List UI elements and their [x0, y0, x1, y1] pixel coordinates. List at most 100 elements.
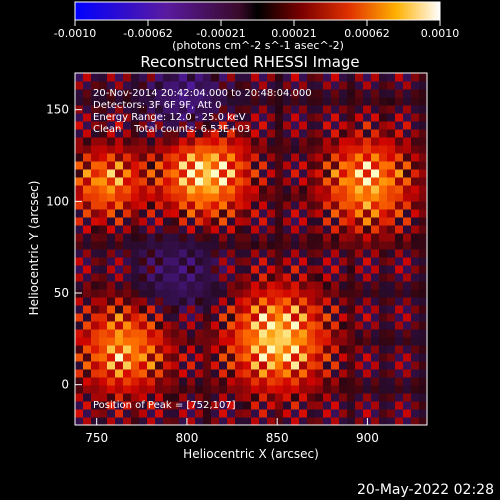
heatmap-cell [387, 241, 396, 250]
heatmap-cell [331, 129, 340, 138]
heatmap-cell [115, 209, 124, 218]
heatmap-cell [235, 89, 244, 98]
heatmap-cell [243, 105, 252, 114]
heatmap-cell [115, 257, 124, 266]
heatmap-cell [339, 337, 348, 346]
heatmap-cell [267, 97, 276, 106]
heatmap-cell [171, 241, 180, 250]
heatmap-cell [227, 105, 236, 114]
heatmap-cell [227, 321, 236, 330]
heatmap-cell [403, 289, 412, 298]
heatmap-cell [363, 89, 372, 98]
heatmap-cell [275, 169, 284, 178]
heatmap-cell [227, 249, 236, 258]
heatmap-cell [187, 129, 196, 138]
heatmap-cell [315, 393, 324, 402]
heatmap-cell [323, 233, 332, 242]
heatmap-cell [403, 217, 412, 226]
heatmap-cell [307, 353, 316, 362]
heatmap-cell [83, 129, 92, 138]
heatmap-cell [91, 305, 100, 314]
heatmap-cell [195, 329, 204, 338]
heatmap-cell [123, 81, 132, 90]
heatmap-cell [315, 273, 324, 282]
heatmap-cell [123, 193, 132, 202]
heatmap-cell [395, 273, 404, 282]
heatmap-cell [75, 377, 84, 386]
heatmap-cell [363, 305, 372, 314]
heatmap-cell [291, 89, 300, 98]
heatmap-cell [195, 105, 204, 114]
heatmap-cell [331, 225, 340, 234]
heatmap-cell [187, 201, 196, 210]
heatmap-cell [363, 257, 372, 266]
heatmap-cell [379, 137, 388, 146]
heatmap-cell [203, 137, 212, 146]
heatmap-cell [91, 393, 100, 402]
heatmap-cell [243, 257, 252, 266]
heatmap-cell [219, 225, 228, 234]
heatmap-cell [411, 129, 420, 138]
heatmap-cell [347, 305, 356, 314]
heatmap-cell [379, 329, 388, 338]
heatmap-cell [307, 113, 316, 122]
heatmap-cell [115, 273, 124, 282]
heatmap-cell [419, 121, 428, 130]
heatmap-cell [243, 297, 252, 306]
heatmap-cell [411, 353, 420, 362]
heatmap-cell [315, 145, 324, 154]
heatmap-cell [75, 217, 84, 226]
heatmap-cell [99, 409, 108, 418]
heatmap-cell [227, 81, 236, 90]
heatmap-cell [387, 377, 396, 386]
heatmap-cell [251, 225, 260, 234]
heatmap-cell [235, 121, 244, 130]
heatmap-cell [395, 353, 404, 362]
heatmap-cell [283, 401, 292, 410]
heatmap-cell [411, 153, 420, 162]
heatmap-cell [227, 185, 236, 194]
heatmap-cell [275, 73, 284, 82]
heatmap-cell [371, 113, 380, 122]
heatmap-cell [123, 137, 132, 146]
heatmap-cell [187, 345, 196, 354]
heatmap-cell [131, 281, 140, 290]
heatmap-cell [371, 129, 380, 138]
heatmap-cell [155, 97, 164, 106]
heatmap-cell [83, 121, 92, 130]
heatmap-cell [235, 113, 244, 122]
heatmap-cell [339, 409, 348, 418]
heatmap-cell [275, 273, 284, 282]
heatmap-cell [91, 225, 100, 234]
heatmap-cell [171, 289, 180, 298]
heatmap-cell [203, 105, 212, 114]
heatmap-cell [107, 417, 116, 426]
heatmap-cell [395, 241, 404, 250]
heatmap-cell [187, 329, 196, 338]
heatmap-cell [155, 265, 164, 274]
heatmap-cell [83, 137, 92, 146]
heatmap-cell [187, 161, 196, 170]
heatmap-cell [99, 209, 108, 218]
heatmap-cell [91, 417, 100, 426]
heatmap-cell [195, 265, 204, 274]
heatmap-cell [347, 73, 356, 82]
heatmap-cell [267, 249, 276, 258]
heatmap-cell [419, 105, 428, 114]
heatmap-cell [419, 161, 428, 170]
heatmap-cell [203, 369, 212, 378]
heatmap-cell [251, 353, 260, 362]
heatmap-cell [347, 321, 356, 330]
heatmap-cell [299, 209, 308, 218]
heatmap-cell [411, 169, 420, 178]
heatmap-cell [275, 129, 284, 138]
heatmap-cell [267, 289, 276, 298]
heatmap-cell [155, 353, 164, 362]
heatmap-cell [347, 241, 356, 250]
heatmap-cell [275, 113, 284, 122]
heatmap-cell [211, 89, 220, 98]
heatmap-cell [347, 369, 356, 378]
heatmap-cell [179, 121, 188, 130]
heatmap-cell [115, 233, 124, 242]
heatmap-cell [139, 233, 148, 242]
